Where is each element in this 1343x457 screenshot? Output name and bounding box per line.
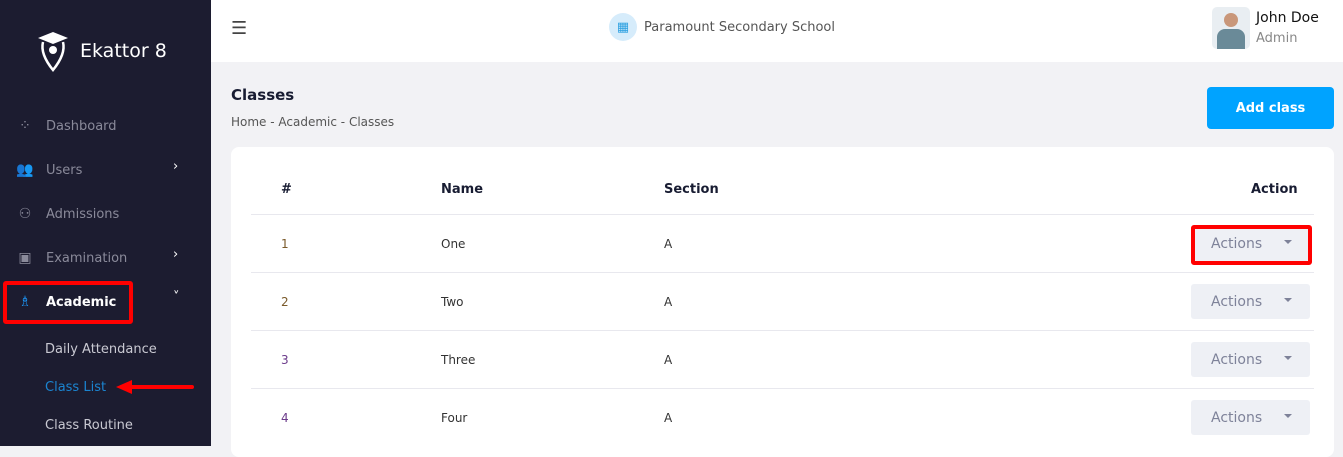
- grid-icon: ⁘: [19, 118, 31, 134]
- chevron-down-icon[interactable]: ˅: [173, 290, 180, 305]
- school-icon: ▦: [609, 13, 637, 41]
- sidebar: Ekattor 8 ⁘ Dashboard 👥 Users › ⚇ Admission…: [0, 0, 211, 446]
- user-role: Admin: [1256, 31, 1298, 46]
- row-number: 4: [281, 411, 289, 425]
- row-section: A: [664, 411, 673, 425]
- table-row: 4 Four A Actions: [251, 388, 1314, 446]
- table-row: 3 Three A Actions: [251, 330, 1314, 388]
- caret-down-icon: [1284, 356, 1292, 360]
- row-name: One: [441, 237, 466, 251]
- breadcrumb: Home - Academic - Classes: [231, 115, 395, 129]
- top-header: ☰ ▦ Paramount Secondary School John Doe …: [211, 0, 1343, 62]
- chevron-right-icon[interactable]: ›: [173, 247, 179, 262]
- highlight-box: [3, 281, 133, 324]
- row-number: 2: [281, 295, 289, 309]
- add-class-button[interactable]: Add class: [1207, 87, 1334, 129]
- row-name: Three: [441, 353, 476, 367]
- arrow-annotation-icon: [116, 380, 194, 394]
- logo[interactable]: Ekattor 8: [36, 30, 167, 72]
- table-row: 2 Two A Actions: [251, 272, 1314, 330]
- row-section: A: [664, 237, 673, 251]
- column-header-action: Action: [1251, 182, 1298, 197]
- user-name: John Doe: [1256, 10, 1319, 26]
- brand-name: Ekattor 8: [80, 40, 167, 62]
- column-header-section: Section: [664, 182, 719, 197]
- caret-down-icon: [1284, 414, 1292, 418]
- user-plus-icon: ⚇: [18, 206, 32, 222]
- column-header-name: Name: [441, 182, 484, 197]
- row-number: 3: [281, 353, 289, 367]
- actions-dropdown-button[interactable]: Actions: [1191, 226, 1310, 261]
- row-name: Four: [441, 411, 468, 425]
- sidebar-item-dashboard[interactable]: ⁘ Dashboard: [16, 117, 116, 135]
- row-section: A: [664, 295, 673, 309]
- actions-dropdown-button[interactable]: Actions: [1191, 400, 1310, 435]
- exam-icon: ▣: [18, 250, 32, 266]
- sidebar-sub-class-routine[interactable]: Class Routine: [45, 418, 133, 433]
- avatar[interactable]: [1212, 7, 1250, 49]
- sidebar-item-academic[interactable]: ♗ Academic: [16, 293, 117, 311]
- actions-dropdown-button[interactable]: Actions: [1191, 342, 1310, 377]
- actions-dropdown-button[interactable]: Actions: [1191, 284, 1310, 319]
- classes-table-card: [231, 147, 1334, 457]
- school-name: ▦ Paramount Secondary School: [609, 13, 835, 41]
- sidebar-sub-class-list[interactable]: Class List: [45, 380, 107, 395]
- column-header-number: #: [281, 182, 292, 197]
- page-title: Classes: [231, 86, 295, 104]
- caret-down-icon: [1284, 298, 1292, 302]
- highlight-box: [1191, 225, 1312, 265]
- graduation-pin-icon: [38, 32, 68, 72]
- sidebar-item-admissions[interactable]: ⚇ Admissions: [16, 205, 120, 223]
- sidebar-item-examination[interactable]: ▣ Examination: [16, 249, 127, 267]
- sidebar-item-users[interactable]: 👥 Users: [16, 162, 83, 178]
- row-section: A: [664, 353, 673, 367]
- chevron-right-icon[interactable]: ›: [173, 159, 179, 174]
- academic-icon: ♗: [18, 294, 32, 310]
- menu-icon[interactable]: ☰: [231, 18, 248, 39]
- sidebar-sub-daily-attendance[interactable]: Daily Attendance: [45, 342, 157, 357]
- users-icon: 👥: [16, 162, 34, 178]
- row-name: Two: [441, 295, 464, 309]
- caret-down-icon: [1284, 240, 1292, 244]
- table-row: 1 One A Actions: [251, 214, 1314, 272]
- row-number: 1: [281, 237, 289, 251]
